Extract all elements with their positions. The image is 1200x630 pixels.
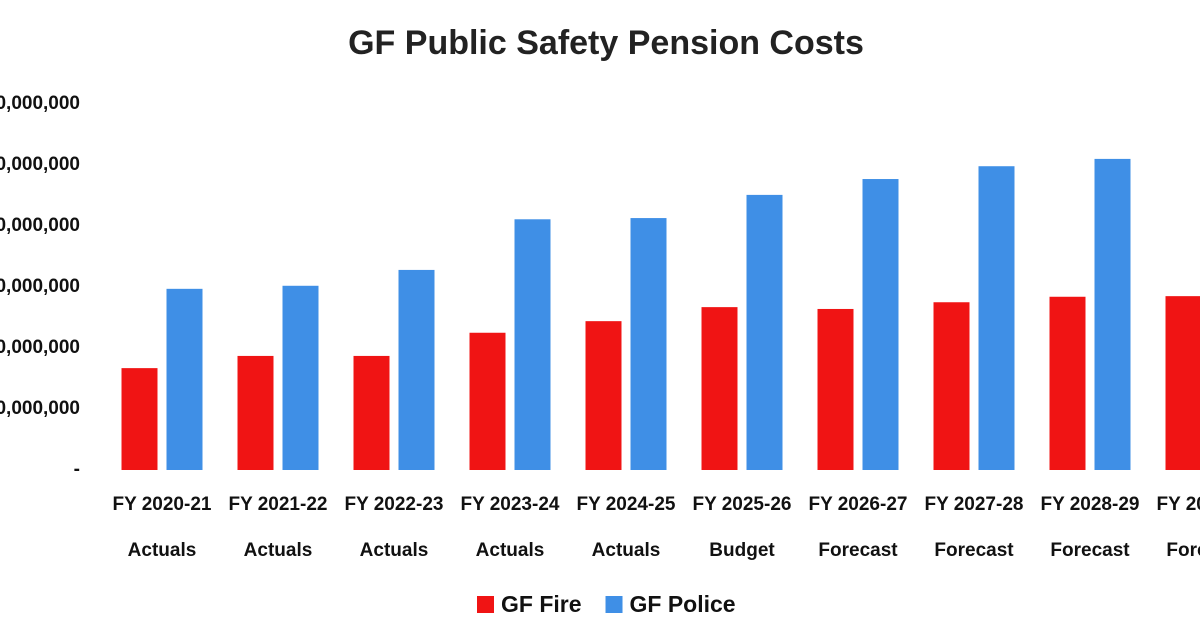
bar <box>398 269 435 470</box>
bar <box>353 355 390 470</box>
x-tick-sublabel: Forecast <box>1050 540 1130 561</box>
bar <box>469 332 506 470</box>
x-tick-label: FY 2026-27 <box>809 494 908 515</box>
x-tick-label: FY 2028-29 <box>1041 494 1140 515</box>
bar <box>817 308 854 470</box>
legend-swatch <box>477 596 494 613</box>
x-tick-sublabel: Forecast <box>934 540 1014 561</box>
x-tick-label: FY 2022-23 <box>345 494 444 515</box>
bar <box>282 285 319 470</box>
y-tick-label: - <box>74 459 80 480</box>
x-tick-sublabel: Actuals <box>476 540 545 561</box>
bar <box>1165 296 1200 470</box>
bar <box>237 355 274 470</box>
bar <box>1094 158 1131 470</box>
x-tick-label: FY 2027-28 <box>925 494 1024 515</box>
y-tick-label: 20,000,000 <box>0 337 80 358</box>
bar <box>630 218 667 470</box>
x-tick-label: FY 2024-25 <box>577 494 676 515</box>
bar <box>1049 296 1086 470</box>
x-tick-sublabel: Budget <box>709 540 775 561</box>
y-tick-label: 30,000,000 <box>0 276 80 297</box>
legend-label: GF Fire <box>501 591 582 617</box>
x-tick-sublabel: Forecast <box>1166 540 1200 561</box>
x-tick-sublabel: Forecast <box>818 540 898 561</box>
legend-label: GF Police <box>630 591 736 617</box>
y-tick-label: 40,000,000 <box>0 215 80 236</box>
bar <box>978 166 1015 470</box>
bar <box>166 288 203 470</box>
x-tick-sublabel: Actuals <box>128 540 197 561</box>
y-tick-label: 50,000,000 <box>0 154 80 175</box>
x-tick-sublabel: Actuals <box>592 540 661 561</box>
y-tick-label: 60,000,000 <box>0 93 80 114</box>
bar <box>701 307 738 470</box>
x-tick-label: FY 2025-26 <box>693 494 792 515</box>
bar <box>862 179 899 470</box>
legend-swatch <box>605 596 623 613</box>
bar <box>121 368 158 470</box>
x-tick-sublabel: Actuals <box>244 540 313 561</box>
x-tick-label: FY 2021-22 <box>229 494 328 515</box>
bar <box>746 194 783 470</box>
x-tick-label: FY 2023-24 <box>461 494 560 515</box>
chart-title: GF Public Safety Pension Costs <box>348 24 864 62</box>
bar <box>585 321 622 470</box>
bar <box>514 219 551 470</box>
bar <box>933 302 970 470</box>
x-tick-label: FY 2020-21 <box>113 494 212 515</box>
x-tick-label: FY 2029-30 <box>1157 494 1200 515</box>
y-tick-label: 10,000,000 <box>0 398 80 419</box>
x-tick-sublabel: Actuals <box>360 540 429 561</box>
